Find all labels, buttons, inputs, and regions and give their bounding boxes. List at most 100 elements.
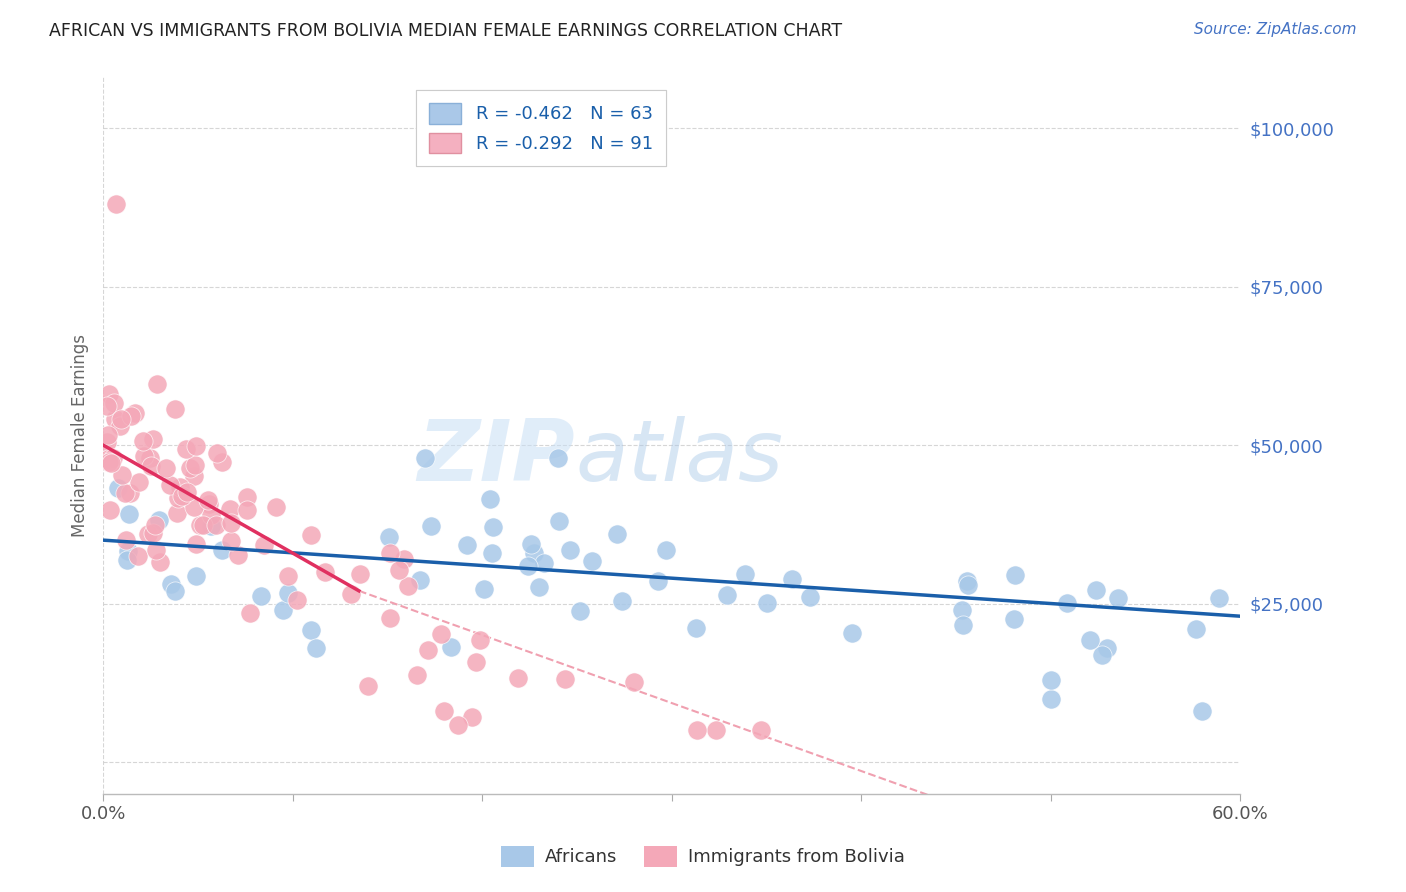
Point [128,475,150,489]
Point [143,518,166,533]
Point [654,543,676,558]
Point [440,640,463,654]
Point [357,679,380,693]
Point [96,435,118,450]
Point [1039,691,1062,706]
Point [145,542,167,557]
Point [110,412,132,426]
Point [377,530,399,544]
Point [228,548,250,562]
Point [481,546,503,560]
Point [191,517,214,532]
Legend: Africans, Immigrants from Bolivia: Africans, Immigrants from Bolivia [495,838,911,874]
Point [686,723,709,738]
Point [169,481,191,495]
Point [287,592,309,607]
Point [211,542,233,557]
Point [183,500,205,514]
Point [479,492,502,507]
Point [184,458,207,473]
Point [380,546,402,560]
Point [271,603,294,617]
Point [606,527,628,541]
Point [1078,633,1101,648]
Point [165,401,187,416]
Point [142,525,165,540]
Point [1085,582,1108,597]
Point [749,723,772,738]
Point [186,439,208,453]
Point [388,563,411,577]
Point [155,461,177,475]
Point [610,593,633,607]
Point [955,574,977,588]
Point [416,643,439,657]
Point [1056,596,1078,610]
Point [159,478,181,492]
Point [1039,673,1062,687]
Point [1185,623,1208,637]
Point [118,507,141,521]
Point [547,514,569,528]
Point [419,518,441,533]
Point [299,623,322,637]
Point [105,197,128,211]
Point [132,449,155,463]
Point [756,596,779,610]
Point [378,611,401,625]
Point [107,481,129,495]
Point [148,513,170,527]
Point [205,446,228,460]
Point [461,710,484,724]
Point [304,641,326,656]
Point [117,543,139,558]
Point [184,537,207,551]
Point [623,675,645,690]
Point [205,517,228,532]
Point [392,552,415,566]
Point [957,578,980,592]
Point [533,556,555,570]
Point [127,549,149,563]
Point [100,456,122,470]
Point [456,538,478,552]
Point [104,412,127,426]
Point [114,486,136,500]
Point [405,668,427,682]
Point [146,377,169,392]
Point [176,485,198,500]
Point [396,578,419,592]
Point [554,672,576,686]
Point [188,518,211,533]
Point [149,555,172,569]
Point [96,399,118,413]
Point [183,468,205,483]
Point [170,489,193,503]
Point [124,406,146,420]
Point [98,387,121,401]
Text: AFRICAN VS IMMIGRANTS FROM BOLIVIA MEDIAN FEMALE EARNINGS CORRELATION CHART: AFRICAN VS IMMIGRANTS FROM BOLIVIA MEDIA… [49,22,842,40]
Point [433,704,456,718]
Point [184,569,207,583]
Point [1004,567,1026,582]
Point [1208,591,1230,605]
Text: ZIP: ZIP [418,416,575,499]
Point [1091,648,1114,662]
Point [236,490,259,504]
Legend: R = -0.462   N = 63, R = -0.292   N = 91: R = -0.462 N = 63, R = -0.292 N = 91 [416,90,665,166]
Point [97,452,120,467]
Point [197,493,219,508]
Point [1191,704,1213,718]
Point [219,534,242,549]
Point [139,458,162,473]
Point [734,567,756,582]
Point [253,538,276,552]
Point [647,574,669,589]
Point [136,527,159,541]
Point [952,617,974,632]
Point [516,559,538,574]
Point [349,567,371,582]
Point [465,655,488,669]
Point [581,553,603,567]
Point [98,503,121,517]
